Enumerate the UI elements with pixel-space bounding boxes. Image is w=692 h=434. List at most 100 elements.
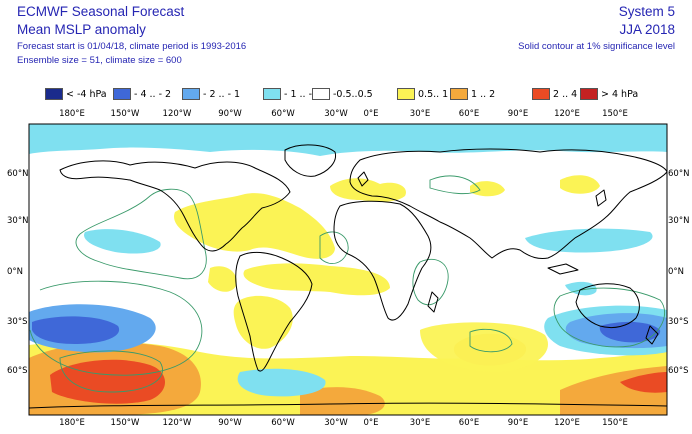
coast-madagascar xyxy=(427,291,439,313)
contour-north-pacific xyxy=(75,188,207,280)
coast-australia xyxy=(575,283,640,329)
legend-swatch xyxy=(182,88,200,100)
coast-indonesia xyxy=(547,263,579,275)
legend-item: < -4 hPa xyxy=(45,87,107,101)
lat-tick-right: 30°N xyxy=(668,216,689,226)
anomaly-region-south-pacific-red xyxy=(50,359,165,404)
lon-tick-top: 60°W xyxy=(271,109,295,119)
anomaly-region-tropical-atlantic xyxy=(243,263,390,296)
system-label: System 5 xyxy=(618,4,675,19)
anomaly-region-arctic xyxy=(29,124,667,156)
contour-atlantic xyxy=(319,231,349,265)
coast-south-america xyxy=(235,251,313,372)
lon-tick-bottom: 30°W xyxy=(324,418,348,428)
legend-label: - 2 .. - 1 xyxy=(203,88,241,100)
lat-tick-left: 60°S xyxy=(7,366,27,376)
legend-item: -0.5..0.5 xyxy=(312,87,373,101)
coast-eurasia xyxy=(349,148,668,259)
lon-tick-bottom: 150°W xyxy=(111,418,140,428)
anomaly-region-southwest-yellow xyxy=(420,322,548,372)
coast-japan xyxy=(595,189,607,207)
anomaly-region-south-america-yellow xyxy=(233,295,293,349)
lon-tick-top: 120°E xyxy=(554,109,580,119)
coast-north-america xyxy=(59,160,291,252)
map-frame xyxy=(28,123,668,416)
legend-item: 0.5.. 1 xyxy=(397,87,448,101)
legend-swatch xyxy=(312,88,330,100)
anomaly-region-pacific-yellow xyxy=(208,266,237,292)
contour-north xyxy=(429,175,481,195)
anomaly-region-north-america-atlantic xyxy=(174,193,335,259)
contour-south-pacific-inner xyxy=(59,350,163,393)
lon-tick-top: 150°W xyxy=(111,109,140,119)
legend-swatch xyxy=(45,88,63,100)
ensemble-info: Ensemble size = 51, climate size = 600 xyxy=(17,55,182,66)
coastlines xyxy=(28,144,668,409)
lon-tick-bottom: 120°E xyxy=(554,418,580,428)
anomaly-region-south-atlantic-orange xyxy=(300,387,385,415)
lon-tick-bottom: 0°E xyxy=(363,418,378,428)
anomaly-region-indian-light xyxy=(525,228,653,253)
legend-swatch xyxy=(113,88,131,100)
lon-tick-bottom: 150°E xyxy=(602,418,628,428)
lon-tick-top: 60°E xyxy=(459,109,479,119)
legend-item: > 4 hPa xyxy=(580,87,638,101)
coast-uk xyxy=(357,171,369,187)
lon-tick-top: 0°E xyxy=(363,109,378,119)
contour-south-pacific xyxy=(29,280,203,376)
lon-tick-top: 90°E xyxy=(508,109,528,119)
lon-tick-top: 180°E xyxy=(59,109,85,119)
legend-label: 2 .. 4 xyxy=(553,88,578,100)
anomaly-region-europe xyxy=(330,178,406,202)
legend-label: 1 .. 2 xyxy=(471,88,496,100)
contour-australia xyxy=(553,287,665,348)
lat-tick-right: 60°S xyxy=(668,366,688,376)
lon-tick-top: 150°E xyxy=(602,109,628,119)
lon-tick-top: 90°W xyxy=(218,109,242,119)
lat-tick-left: 30°S xyxy=(7,317,27,327)
anomaly-region-south-atlantic-low xyxy=(237,368,326,397)
legend-swatch xyxy=(397,88,415,100)
lat-tick-right: 30°S xyxy=(668,317,688,327)
legend-label: - 1 .. -0.5 xyxy=(284,88,328,100)
coast-greenland xyxy=(284,144,337,177)
legend-item: - 2 .. - 1 xyxy=(182,87,240,101)
lon-tick-top: 30°W xyxy=(324,109,348,119)
coast-antarctica xyxy=(28,402,668,409)
lat-tick-right: 0°N xyxy=(668,267,684,277)
legend-item: - 4 .. - 2 xyxy=(113,87,171,101)
legend-label: > 4 hPa xyxy=(601,88,639,100)
legend-item: 2 .. 4 xyxy=(532,87,577,101)
contour-indian-ocean xyxy=(469,328,513,353)
anomaly-region-southeast-red xyxy=(620,372,667,393)
lat-tick-right: 60°N xyxy=(668,169,689,179)
lon-tick-bottom: 180°E xyxy=(59,418,85,428)
lon-tick-top: 120°W xyxy=(163,109,192,119)
anomaly-region-pacific-light xyxy=(84,229,161,254)
lon-tick-bottom: 90°E xyxy=(508,418,528,428)
legend-label: -0.5..0.5 xyxy=(333,88,373,100)
chart-subtitle: Mean MSLP anomaly xyxy=(17,22,146,37)
legend-swatch xyxy=(263,88,281,100)
legend-swatch xyxy=(580,88,598,100)
color-legend: < -4 hPa - 4 .. - 2 - 2 .. - 1 - 1 .. -0.5-… xyxy=(45,87,665,103)
lon-tick-bottom: 120°W xyxy=(163,418,192,428)
anomaly-region-east-asia xyxy=(560,175,600,194)
significance-note: Solid contour at 1% significance level xyxy=(518,41,675,52)
legend-swatch xyxy=(450,88,468,100)
lon-tick-top: 30°E xyxy=(410,109,430,119)
anomaly-region-asia xyxy=(470,181,505,197)
coast-africa xyxy=(333,200,432,321)
lon-tick-bottom: 90°W xyxy=(218,418,242,428)
lat-tick-left: 30°N xyxy=(7,216,28,226)
anomaly-region-south-pacific-core xyxy=(32,316,120,344)
legend-label: < -4 hPa xyxy=(66,88,107,100)
chart-title: ECMWF Seasonal Forecast xyxy=(17,4,185,19)
lon-tick-bottom: 60°E xyxy=(459,418,479,428)
significance-contours xyxy=(29,175,665,393)
lon-tick-bottom: 60°W xyxy=(271,418,295,428)
legend-swatch xyxy=(532,88,550,100)
legend-item: 1 .. 2 xyxy=(450,87,495,101)
lon-tick-bottom: 30°E xyxy=(410,418,430,428)
